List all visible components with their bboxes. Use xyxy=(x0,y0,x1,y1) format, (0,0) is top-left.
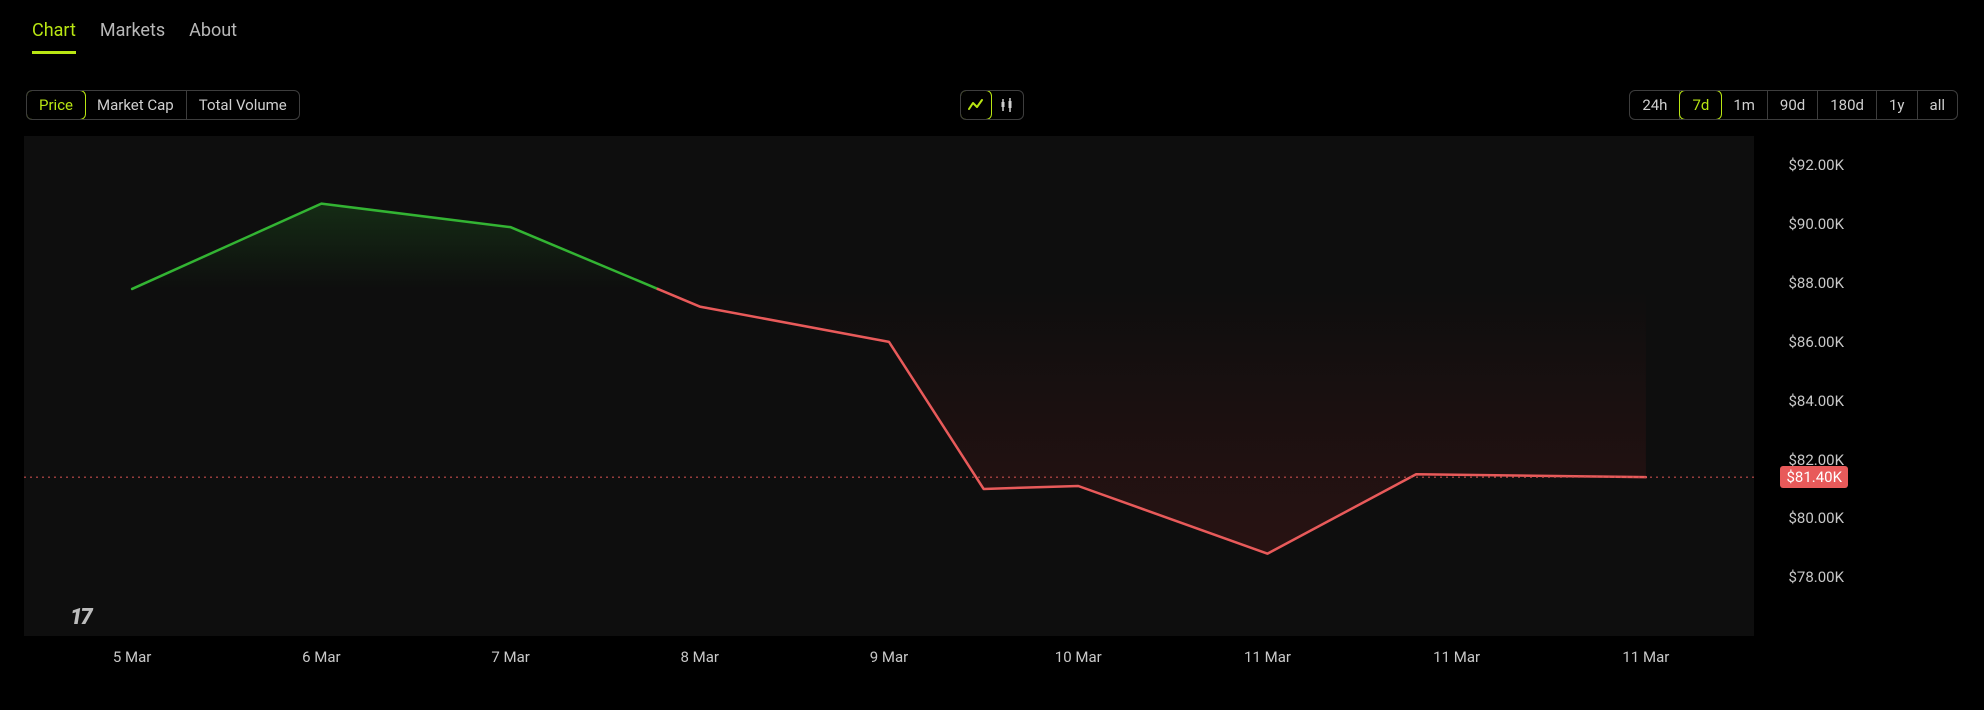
line-chart-icon xyxy=(967,96,985,114)
chart-type-line-button[interactable] xyxy=(960,90,992,120)
y-tick: $78.00K xyxy=(1788,568,1844,586)
x-axis: 5 Mar 6 Mar 7 Mar 8 Mar 9 Mar 10 Mar 11 Mar 11 … xyxy=(24,640,1754,680)
x-tick: 11 Mar xyxy=(1433,648,1480,666)
metric-total-volume[interactable]: Total Volume xyxy=(187,91,299,119)
chart-canvas xyxy=(24,136,1754,636)
x-tick: 8 Mar xyxy=(680,648,719,666)
timeframe-all[interactable]: all xyxy=(1918,91,1957,119)
metric-price[interactable]: Price xyxy=(26,90,86,120)
y-tick: $84.00K xyxy=(1788,392,1844,410)
timeframe-7d[interactable]: 7d xyxy=(1679,90,1722,120)
current-price-tag: $81.40K xyxy=(1780,466,1848,488)
timeframe-90d[interactable]: 90d xyxy=(1768,91,1818,119)
y-tick: $92.00K xyxy=(1788,156,1844,174)
tab-markets[interactable]: Markets xyxy=(100,20,165,54)
x-tick: 11 Mar xyxy=(1244,648,1291,666)
metric-market-cap[interactable]: Market Cap xyxy=(85,91,187,119)
metric-toggle-group: PriceMarket CapTotal Volume xyxy=(26,90,300,120)
y-tick: $88.00K xyxy=(1788,274,1844,292)
y-axis: $92.00K$90.00K$88.00K$86.00K$84.00K$82.0… xyxy=(1754,136,1850,636)
x-tick: 5 Mar xyxy=(113,648,152,666)
price-chart: 17 $92.00K $90.00K $88.00K $86.00K $84.00K $8… xyxy=(24,136,1954,680)
x-tick: 9 Mar xyxy=(870,648,909,666)
chart-controls-row: PriceMarket CapTotal Volume 24h7d1m90d18… xyxy=(26,62,1958,128)
x-tick: 10 Mar xyxy=(1055,648,1102,666)
chart-type-candlestick-button[interactable] xyxy=(991,91,1023,119)
tradingview-logo: 17 xyxy=(70,605,91,630)
x-tick: 11 Mar xyxy=(1622,648,1669,666)
candlestick-chart-icon xyxy=(998,96,1016,114)
timeframe-24h[interactable]: 24h xyxy=(1630,91,1680,119)
timeframe-group: 24h7d1m90d180d1yall xyxy=(1629,90,1958,120)
timeframe-1y[interactable]: 1y xyxy=(1877,91,1918,119)
chart-type-group xyxy=(960,90,1024,120)
section-tabs: Chart Markets About xyxy=(26,0,1958,62)
tab-chart[interactable]: Chart xyxy=(32,20,76,54)
y-tick: $90.00K xyxy=(1788,215,1844,233)
y-tick: $86.00K xyxy=(1788,333,1844,351)
y-tick: $80.00K xyxy=(1788,509,1844,527)
x-tick: 7 Mar xyxy=(491,648,530,666)
tab-about[interactable]: About xyxy=(189,20,237,54)
timeframe-1m[interactable]: 1m xyxy=(1721,91,1768,119)
timeframe-180d[interactable]: 180d xyxy=(1818,91,1877,119)
x-tick: 6 Mar xyxy=(302,648,341,666)
